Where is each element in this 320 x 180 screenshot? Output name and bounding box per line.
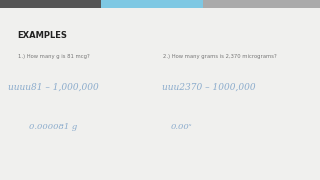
Text: uuuu81 – 1,000,000: uuuu81 – 1,000,000	[8, 83, 99, 92]
Text: 0.00ˢ: 0.00ˢ	[171, 123, 193, 131]
Text: 2.) How many grams is 2,370 micrograms?: 2.) How many grams is 2,370 micrograms?	[163, 54, 277, 59]
FancyBboxPatch shape	[0, 0, 101, 8]
FancyBboxPatch shape	[101, 0, 203, 8]
Text: uuu2370 – 1000,000: uuu2370 – 1000,000	[162, 83, 255, 92]
Text: EXAMPLES: EXAMPLES	[18, 31, 68, 40]
Text: 0.000081 g: 0.000081 g	[29, 123, 77, 131]
Text: 1.) How many g is 81 mcg?: 1.) How many g is 81 mcg?	[18, 54, 89, 59]
FancyBboxPatch shape	[203, 0, 320, 8]
